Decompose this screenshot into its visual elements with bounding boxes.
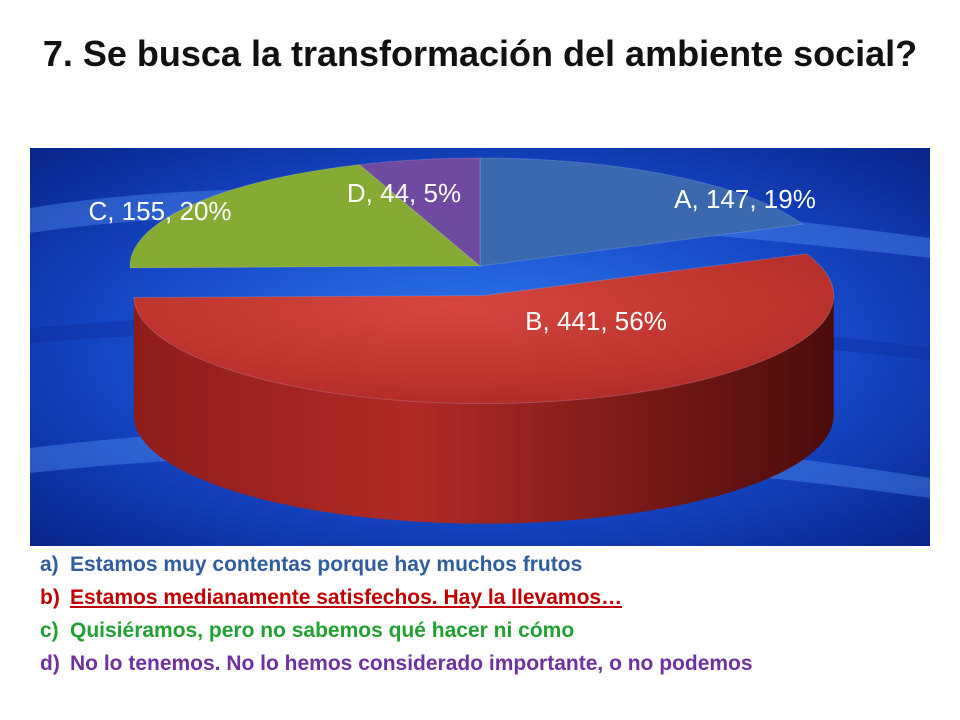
legend-item: b) Estamos medianamente satisfechos. Hay … xyxy=(40,581,940,614)
pie-slice-b xyxy=(133,253,835,405)
legend-marker: c) xyxy=(40,619,59,642)
data-label-d: D, 44, 5% xyxy=(347,178,461,208)
legend-marker: d) xyxy=(40,652,60,675)
chart-title: 7. Se busca la transformación del ambien… xyxy=(42,33,918,74)
legend-item: d) No lo tenemos. No lo hemos considerado… xyxy=(40,647,940,680)
legend-marker: a) xyxy=(40,553,59,576)
legend-text: No lo tenemos. No lo hemos considerado i… xyxy=(70,652,753,675)
data-label-c: C, 155, 20% xyxy=(88,196,231,226)
data-label-b: B, 441, 56% xyxy=(525,306,667,336)
pie-slice-a xyxy=(479,157,805,267)
pie-slice-d xyxy=(358,157,481,268)
legend-item: a) Estamos muy contentas porque hay mucho… xyxy=(40,548,940,581)
pie-slice-side-b xyxy=(133,295,834,524)
legend: a) Estamos muy contentas porque hay mucho… xyxy=(40,548,940,680)
legend-text: Estamos muy contentas porque hay muchos … xyxy=(70,553,583,576)
legend-item: c) Quisiéramos, pero no sabemos qué hacer… xyxy=(40,614,940,647)
legend-marker: b) xyxy=(40,586,60,609)
chart-panel: A, 147, 19% B, 441, 56% C, 155, 20% D, 44, … xyxy=(30,148,930,546)
legend-text: Estamos medianamente satisfechos. Hay la… xyxy=(70,586,623,609)
pie-chart: A, 147, 19% B, 441, 56% C, 155, 20% D, 44, … xyxy=(30,148,930,546)
legend-text: Quisiéramos, pero no sabemos qué hacer n… xyxy=(70,619,575,642)
data-label-a: A, 147, 19% xyxy=(674,184,816,214)
pie-slice-c xyxy=(129,164,482,269)
